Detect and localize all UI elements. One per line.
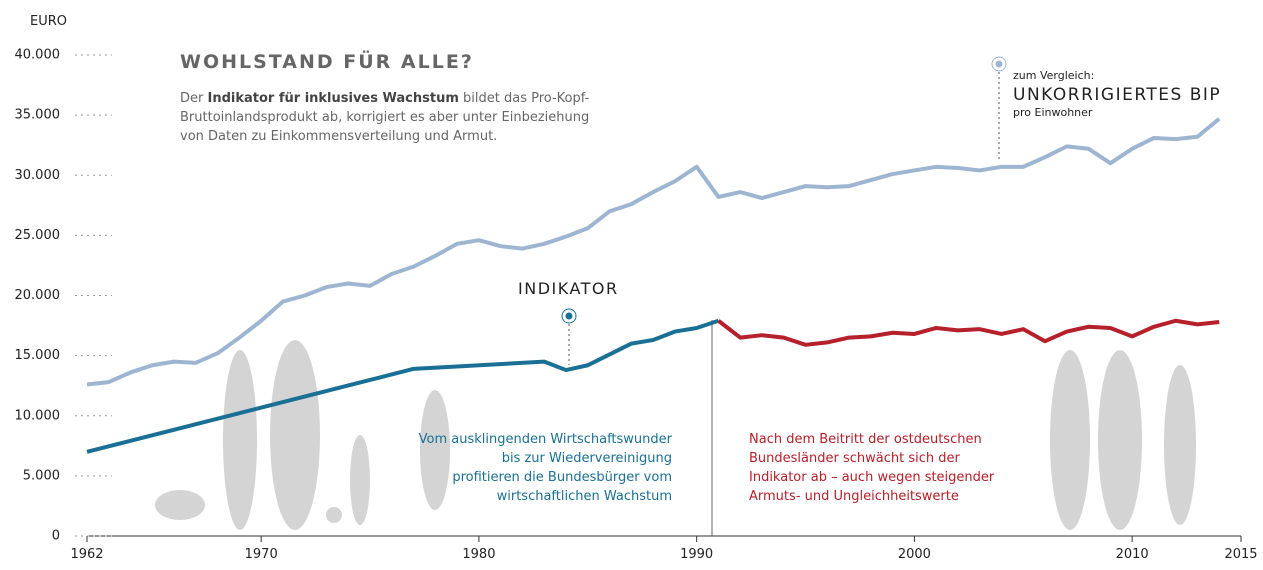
indikator-marker-dot: [566, 313, 573, 320]
silhouettes: [155, 340, 1196, 530]
y-tick-label: 5.000: [23, 468, 60, 483]
text: Vom ausklingenden Wirtschaftswunder: [372, 430, 672, 449]
x-tick-label: 1980: [462, 547, 495, 562]
highlight: Indikator für inklusives Wachstum: [208, 91, 459, 106]
chart-title: WOHLSTAND FÜR ALLE?: [180, 53, 474, 72]
blue-note: Vom ausklingenden Wirtschaftswunder bis …: [372, 430, 672, 506]
bip-annotation: zum Vergleich: UNKORRIGIERTES BIP pro Ei…: [1013, 68, 1221, 120]
y-tick-label: 20.000: [15, 288, 61, 303]
series-line: [718, 321, 1219, 345]
description: Der Indikator für inklusives Wachstum bi…: [180, 89, 589, 146]
text: Bundesländer schwächt sich der: [749, 449, 994, 468]
x-tick-label: 2010: [1116, 547, 1149, 562]
x-tick-label: 2015: [1224, 547, 1257, 562]
y-tick-label: 35.000: [15, 108, 61, 123]
series-line: [87, 119, 1219, 385]
indikator-label: INDIKATOR: [518, 279, 619, 298]
text: UNKORRIGIERTES BIP: [1013, 84, 1221, 106]
bip-marker-dot: [996, 61, 1003, 68]
text: wirtschaftlichen Wachstum: [372, 487, 672, 506]
page: 0 5.000 10.000 15.000 20.000 25.000 30.000 35.0…: [0, 0, 1263, 570]
x-tick-label: 1990: [680, 547, 713, 562]
x-tick-label: 1970: [245, 547, 278, 562]
x-tick-label: 1962: [70, 547, 103, 562]
text: profitieren die Bundesbürger vom: [372, 468, 672, 487]
y-tick-label: 0: [52, 529, 60, 544]
y-tick-label: 10.000: [15, 408, 61, 423]
description-line: von Daten zu Einkommensverteilung und Ar…: [180, 127, 589, 146]
text: Der: [180, 91, 203, 106]
text: Nach dem Beitritt der ostdeutschen: [749, 430, 994, 449]
y-axis-label: EURO: [30, 12, 67, 31]
text: bis zur Wiedervereinigung: [372, 449, 672, 468]
description-line: Der Indikator für inklusives Wachstum bi…: [180, 89, 589, 108]
x-tick-label: 2000: [898, 547, 931, 562]
text: zum Vergleich:: [1013, 68, 1221, 84]
y-tick-label: 25.000: [15, 228, 61, 243]
text: Indikator ab – auch wegen steigender: [749, 468, 994, 487]
text: pro Einwohner: [1013, 106, 1221, 120]
text: bildet das Pro-Kopf-: [463, 91, 589, 106]
y-tick-label: 15.000: [15, 348, 61, 363]
text: Armuts- und Ungleichheitswerte: [749, 487, 994, 506]
y-tick-label: 30.000: [15, 168, 61, 183]
red-note: Nach dem Beitritt der ostdeutschen Bunde…: [749, 430, 994, 506]
description-line: Bruttoinlandsprodukt ab, korrigiert es a…: [180, 108, 589, 127]
y-tick-label: 40.000: [15, 48, 61, 63]
